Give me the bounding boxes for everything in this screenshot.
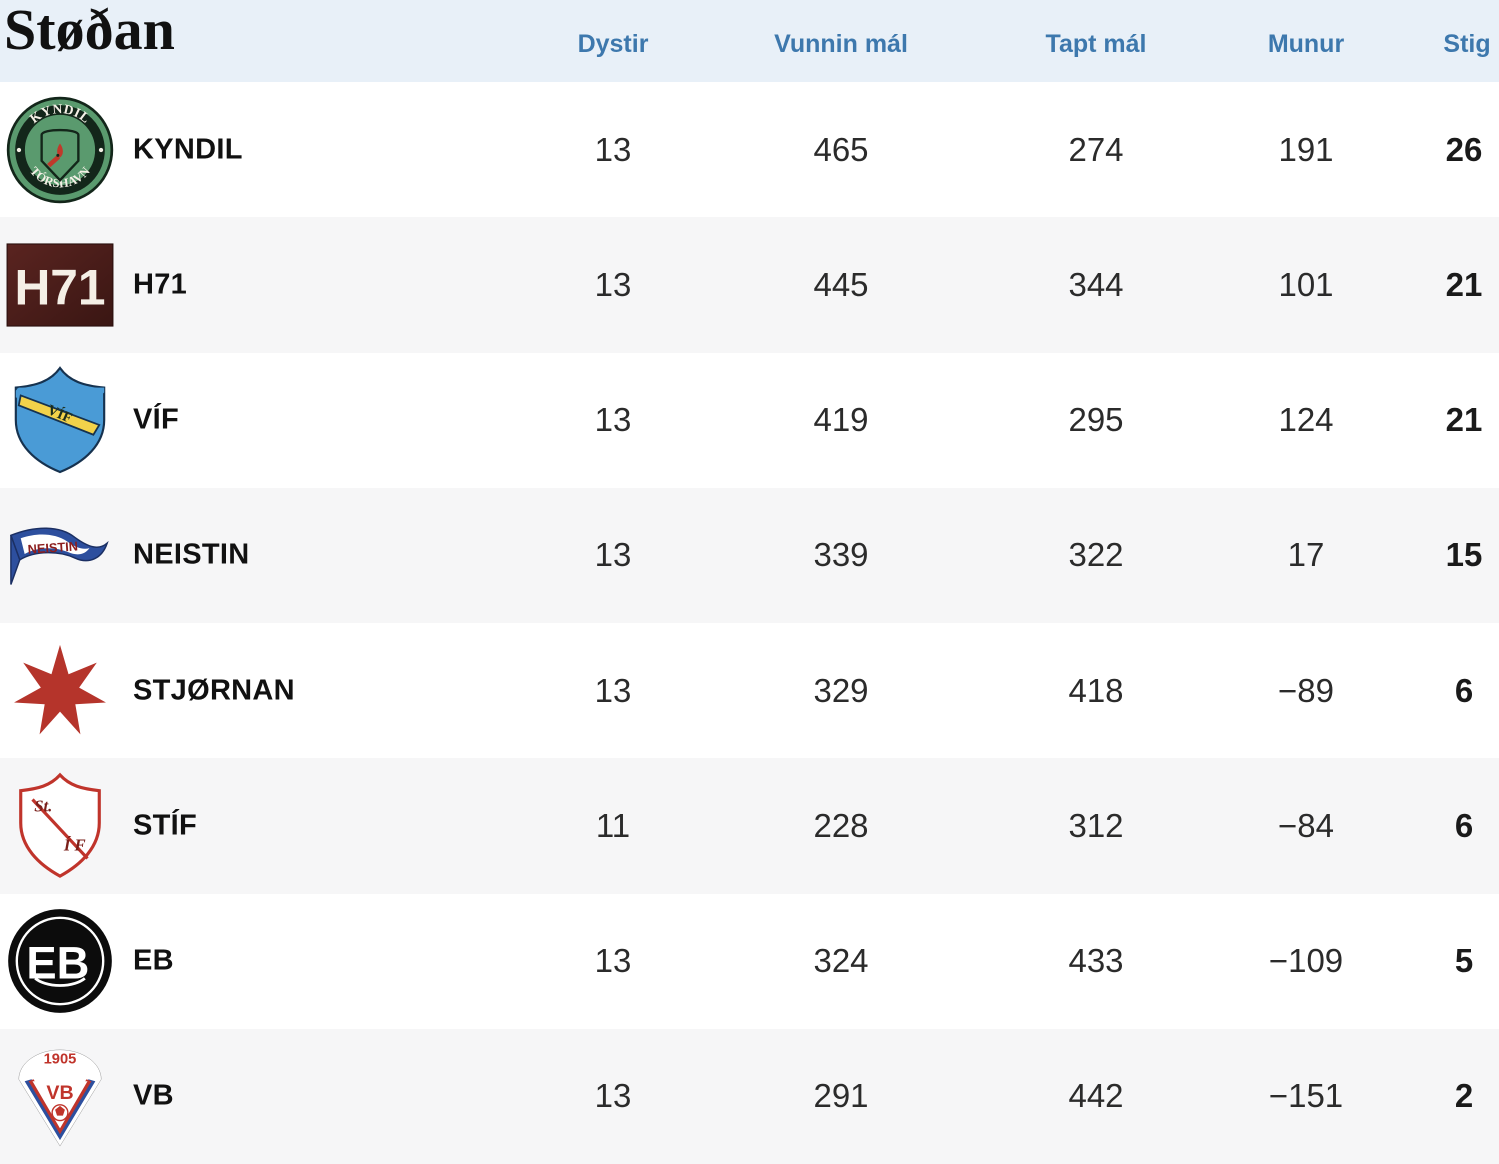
svg-text:EB: EB xyxy=(26,937,89,988)
svg-text:1905: 1905 xyxy=(44,1052,77,1068)
svg-text:Í F: Í F xyxy=(63,835,86,854)
svg-text:H71: H71 xyxy=(14,259,105,315)
svg-text:St.: St. xyxy=(34,796,52,815)
svg-text:VB: VB xyxy=(46,1082,73,1104)
